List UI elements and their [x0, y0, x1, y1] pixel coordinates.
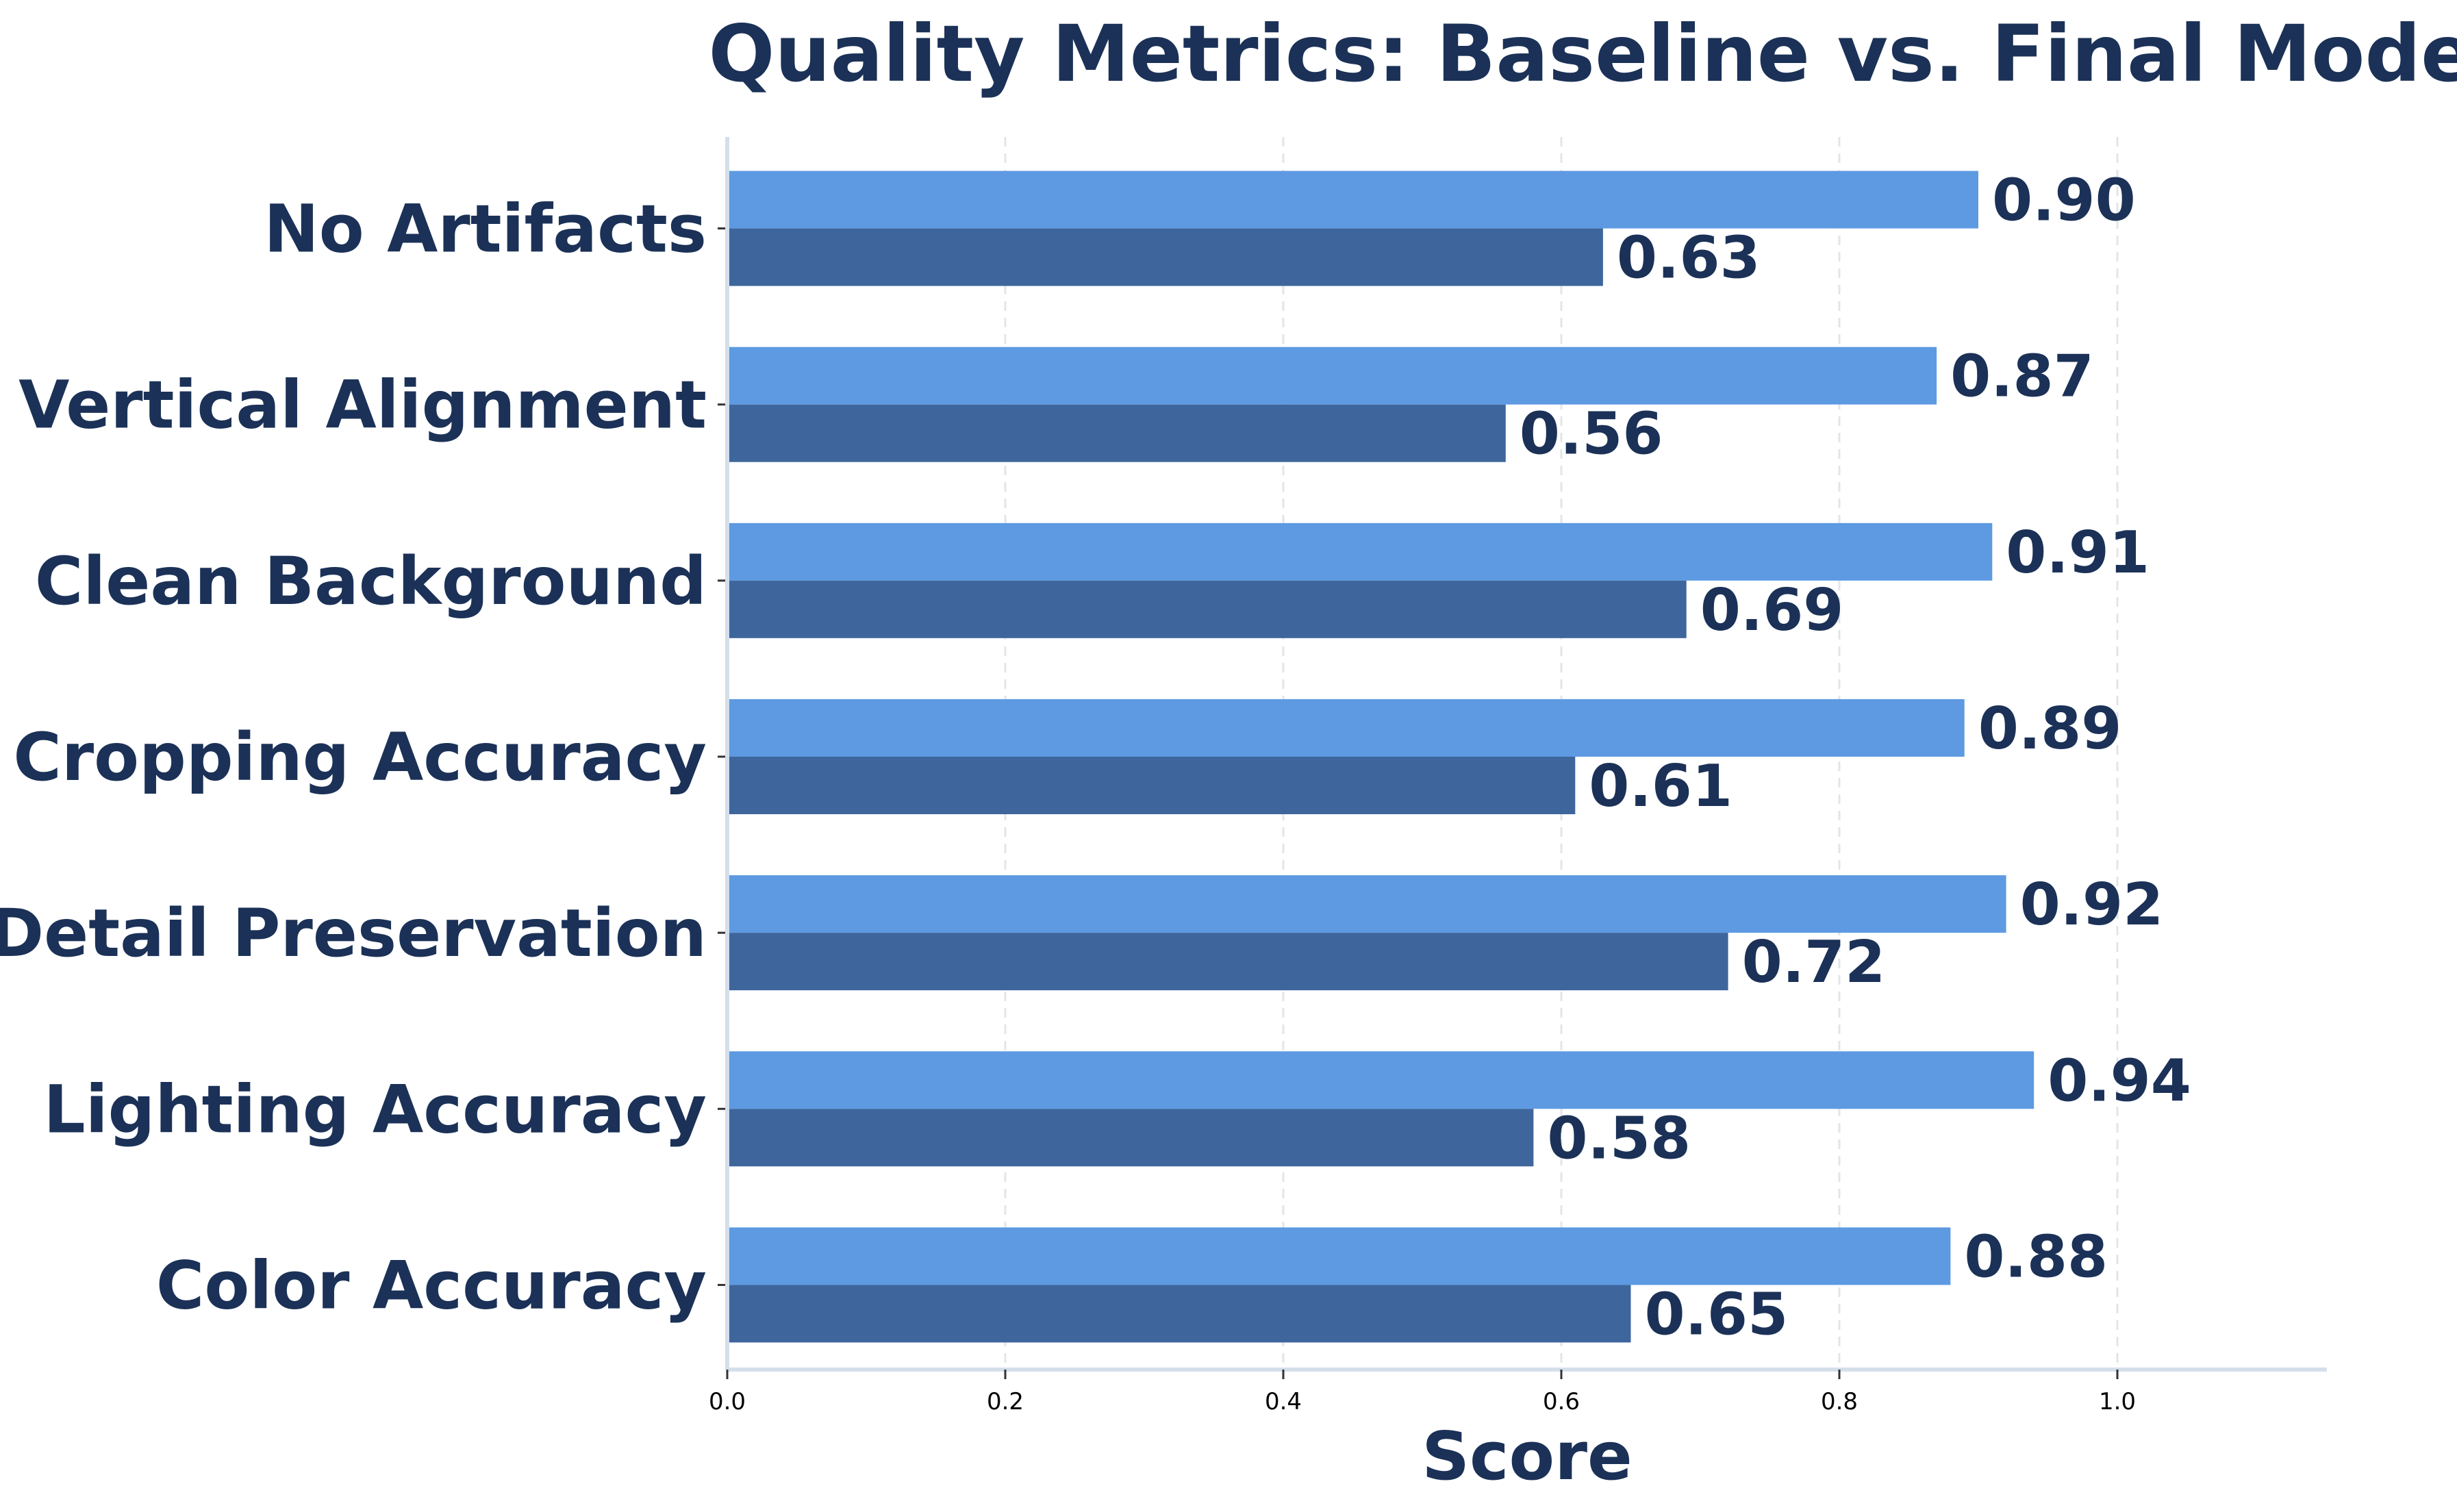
- data-label: 0.91: [2006, 519, 2150, 587]
- category-label: Detail Preservation: [0, 895, 707, 972]
- data-label: 0.61: [1589, 753, 1732, 820]
- data-label: 0.92: [2020, 871, 2164, 939]
- data-label: 0.63: [1617, 225, 1761, 292]
- category-label: Lighting Accuracy: [44, 1071, 707, 1148]
- x-axis-label: Score: [1422, 1418, 1633, 1495]
- bar: [727, 404, 1506, 462]
- axes: [718, 137, 2327, 1379]
- data-label: 0.87: [1950, 343, 2094, 411]
- bar: [727, 171, 1978, 229]
- bar: [727, 522, 1993, 581]
- bar: [727, 1227, 1951, 1285]
- bar: [727, 933, 1728, 991]
- labels: 0.88 0.65 Color Accuracy 0.94 0.58 Lighting A…: [0, 167, 2191, 1415]
- bar: [727, 757, 1576, 814]
- data-label: 0.69: [1700, 577, 1844, 644]
- bar: [727, 346, 1937, 405]
- data-label: 0.94: [2048, 1047, 2191, 1115]
- bar: [727, 875, 2006, 933]
- bar: [727, 1051, 2034, 1109]
- category-label: No Artifacts: [264, 191, 707, 268]
- data-label: 0.88: [1964, 1223, 2108, 1291]
- data-label: 0.72: [1742, 929, 1886, 996]
- category-label: Color Accuracy: [156, 1247, 707, 1324]
- data-label: 0.89: [1978, 695, 2122, 763]
- bar: [727, 1109, 1534, 1167]
- x-tick-label: 0.2: [987, 1388, 1024, 1415]
- bars: [727, 171, 2034, 1343]
- x-tick-label: 0.8: [1821, 1388, 1858, 1415]
- data-label: 0.56: [1520, 401, 1663, 468]
- category-label: Cropping Accuracy: [13, 719, 707, 796]
- data-label: 0.58: [1547, 1105, 1691, 1172]
- chart-title: Quality Metrics: Baseline vs. Final Mode…: [709, 8, 2457, 99]
- x-tick-label: 0.0: [709, 1388, 746, 1415]
- bar: [727, 228, 1603, 286]
- x-tick-label: 0.4: [1265, 1388, 1302, 1415]
- x-tick-label: 0.6: [1543, 1388, 1580, 1415]
- data-label: 0.65: [1645, 1281, 1789, 1348]
- bar: [727, 699, 1965, 757]
- data-label: 0.90: [1992, 167, 2136, 235]
- x-tick-label: 1.0: [2099, 1388, 2136, 1415]
- category-label: Vertical Alignment: [18, 367, 707, 444]
- bar: [727, 580, 1687, 638]
- bar: [727, 1285, 1631, 1343]
- category-label: Clean Background: [35, 543, 707, 620]
